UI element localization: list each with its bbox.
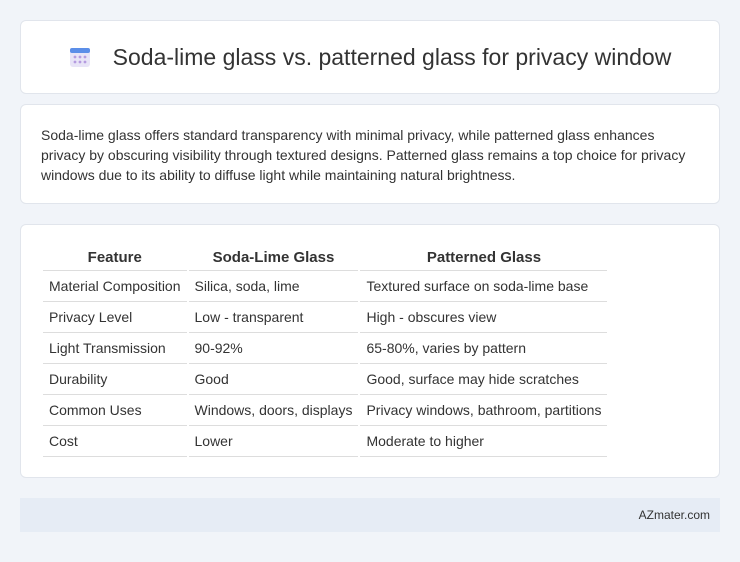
cell: Privacy windows, bathroom, partitions [360,395,608,426]
cell: High - obscures view [360,302,608,333]
row: Privacy Level Low - transparent High - obs… [43,302,608,333]
row: Material Composition Silica, soda, lime Te… [43,271,608,302]
intro: Soda-lime glass offers standard transpar… [20,104,720,204]
table: Feature Soda-Lime Glass Patterned Glass Mat… [41,245,609,457]
table-card: Feature Soda-Lime Glass Patterned Glass Mat… [20,224,720,478]
title: Soda-lime glass vs. patterned glass for … [112,43,672,70]
cell: Silica, soda, lime [188,271,359,302]
cell: Material Composition [43,271,187,302]
cell: Textured surface on soda-lime base [360,271,608,302]
footer: AZmater.com [20,498,720,532]
cell: Common Uses [43,395,187,426]
cell: 65-80%, varies by pattern [360,333,608,364]
header: Soda-lime glass vs. patterned glass for … [20,20,720,94]
cell: Cost [43,426,187,457]
cell: Low - transparent [188,302,359,333]
row: Light Transmission 90-92% 65-80%, varies b… [43,333,608,364]
cell: Moderate to higher [360,426,608,457]
cell: Lower [188,426,359,457]
cell: Good [188,364,359,395]
row: Durability Good Good, surface may hide scr… [43,364,608,395]
cell: Light Transmission [43,333,187,364]
row: Common Uses Windows, doors, displays Priva… [43,395,608,426]
icon [69,48,90,67]
cell: Windows, doors, displays [188,395,359,426]
cell: 90-92% [188,333,359,364]
cell: Privacy Level [43,302,187,333]
header-cell: Feature [43,245,187,271]
header-cell: Soda-Lime Glass [188,245,359,271]
cell: Good, surface may hide scratches [360,364,608,395]
header-cell: Patterned Glass [360,245,608,271]
row: Cost Lower Moderate to higher [43,426,608,457]
cell: Durability [43,364,187,395]
